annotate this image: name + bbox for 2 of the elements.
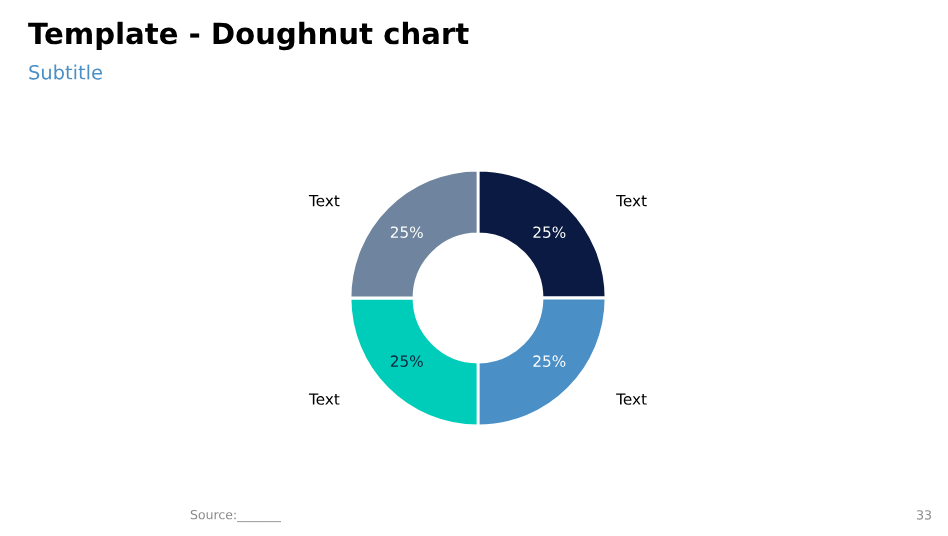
chart-title: Template - Doughnut chart	[28, 21, 469, 51]
text: Subtitle	[29, 64, 102, 80]
